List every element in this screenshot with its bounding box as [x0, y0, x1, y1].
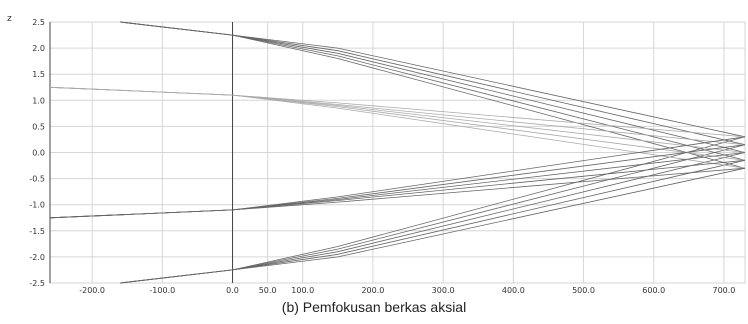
ray-line: [49, 159, 746, 219]
x-tick-labels: -200.0 -100.0 0.0 50.0 100.0 200.0 300.0 400.0 5…: [79, 286, 735, 295]
x-tick-label: 50.0: [259, 286, 277, 295]
x-tick-label: 300.0: [432, 286, 455, 295]
x-tick-label: 100.0: [291, 286, 314, 295]
y-tick-label: -2.0: [29, 253, 45, 262]
ray-line: [120, 167, 746, 284]
ray-line: [120, 21, 746, 169]
ray-line: [49, 86, 746, 161]
y-axis-label: z: [7, 14, 12, 24]
x-tick-label: 400.0: [502, 286, 525, 295]
ray-line: [120, 21, 746, 161]
ray-line: [49, 136, 746, 219]
grid-lines: [49, 21, 746, 284]
y-tick-label: 1.0: [32, 96, 45, 105]
ray-line: [49, 86, 746, 146]
axes: [49, 22, 234, 283]
figure-caption: (b) Pemfokusan berkas aksial: [281, 299, 467, 315]
ray-line: [120, 144, 746, 284]
x-tick-label: 500.0: [572, 286, 595, 295]
ray-line: [49, 86, 746, 169]
x-tick-label: 0.0: [226, 286, 239, 295]
ray-series: [49, 21, 746, 284]
y-tick-label: -1.0: [29, 201, 45, 210]
x-tick-label: 700.0: [712, 286, 735, 295]
y-tick-labels: 2.5 2.0 1.5 1.0 0.5 0.0 -0.5 -1.0 -1.5 -2.0 -2.5: [29, 18, 45, 288]
y-tick-label: 2.5: [32, 18, 45, 27]
ray-line: [49, 152, 746, 219]
ray-line: [120, 21, 746, 153]
ray-line: [120, 152, 746, 284]
y-tick-label: -0.5: [29, 175, 45, 184]
y-tick-label: 1.5: [32, 70, 45, 79]
x-tick-label: 200.0: [361, 286, 384, 295]
x-tick-label: -100.0: [149, 286, 175, 295]
ray-line: [120, 136, 746, 284]
ray-line: [49, 144, 746, 219]
x-tick-label: -200.0: [79, 286, 105, 295]
y-tick-label: 2.0: [32, 44, 45, 53]
focusing-chart: -200.0 -100.0 0.0 50.0 100.0 200.0 300.0 400.0 5…: [7, 14, 746, 295]
y-tick-label: 0.5: [32, 122, 45, 131]
ray-line: [120, 21, 746, 138]
x-tick-label: 600.0: [642, 286, 665, 295]
y-tick-label: -2.5: [29, 279, 45, 288]
y-tick-label: -1.5: [29, 227, 45, 236]
ray-line: [49, 86, 746, 153]
y-tick-label: 0.0: [32, 149, 45, 158]
